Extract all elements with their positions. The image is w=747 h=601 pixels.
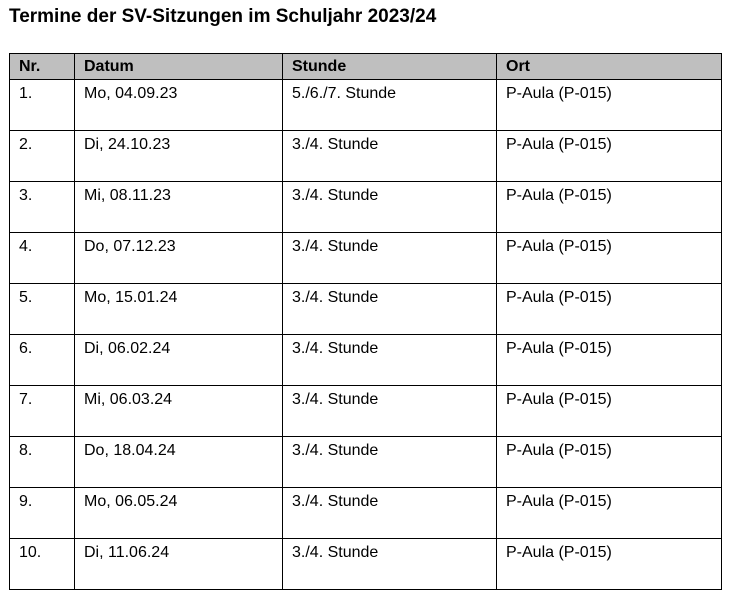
table-row: 8. Do, 18.04.24 3./4. Stunde P-Aula (P-0… <box>9 436 722 488</box>
cell-stunde: 5./6./7. Stunde <box>282 79 497 131</box>
cell-datum: Mo, 15.01.24 <box>74 283 283 335</box>
header-ort: Ort <box>496 53 722 80</box>
cell-nr: 10. <box>9 538 75 590</box>
cell-stunde: 3./4. Stunde <box>282 232 497 284</box>
table-row: 10. Di, 11.06.24 3./4. Stunde P-Aula (P-… <box>9 538 722 590</box>
cell-ort: P-Aula (P-015) <box>496 436 722 488</box>
cell-datum: Di, 11.06.24 <box>74 538 283 590</box>
header-stunde: Stunde <box>282 53 497 80</box>
table-row: 3. Mi, 08.11.23 3./4. Stunde P-Aula (P-0… <box>9 181 722 233</box>
cell-datum: Mo, 04.09.23 <box>74 79 283 131</box>
cell-stunde: 3./4. Stunde <box>282 283 497 335</box>
cell-datum: Do, 07.12.23 <box>74 232 283 284</box>
cell-nr: 6. <box>9 334 75 386</box>
cell-nr: 2. <box>9 130 75 182</box>
cell-ort: P-Aula (P-015) <box>496 181 722 233</box>
cell-stunde: 3./4. Stunde <box>282 334 497 386</box>
table-row: 5. Mo, 15.01.24 3./4. Stunde P-Aula (P-0… <box>9 283 722 335</box>
cell-nr: 1. <box>9 79 75 131</box>
cell-nr: 4. <box>9 232 75 284</box>
cell-nr: 8. <box>9 436 75 488</box>
cell-stunde: 3./4. Stunde <box>282 538 497 590</box>
cell-ort: P-Aula (P-015) <box>496 385 722 437</box>
cell-datum: Di, 06.02.24 <box>74 334 283 386</box>
cell-datum: Mi, 08.11.23 <box>74 181 283 233</box>
cell-nr: 9. <box>9 487 75 539</box>
cell-ort: P-Aula (P-015) <box>496 79 722 131</box>
table-row: 7. Mi, 06.03.24 3./4. Stunde P-Aula (P-0… <box>9 385 722 437</box>
cell-nr: 3. <box>9 181 75 233</box>
cell-datum: Di, 24.10.23 <box>74 130 283 182</box>
table-row: 6. Di, 06.02.24 3./4. Stunde P-Aula (P-0… <box>9 334 722 386</box>
cell-ort: P-Aula (P-015) <box>496 232 722 284</box>
document-title: Termine der SV-Sitzungen im Schuljahr 20… <box>9 6 437 27</box>
cell-ort: P-Aula (P-015) <box>496 283 722 335</box>
cell-ort: P-Aula (P-015) <box>496 130 722 182</box>
table-row: 1. Mo, 04.09.23 5./6./7. Stunde P-Aula (… <box>9 79 722 131</box>
cell-nr: 5. <box>9 283 75 335</box>
cell-stunde: 3./4. Stunde <box>282 487 497 539</box>
cell-stunde: 3./4. Stunde <box>282 385 497 437</box>
cell-stunde: 3./4. Stunde <box>282 181 497 233</box>
cell-datum: Do, 18.04.24 <box>74 436 283 488</box>
cell-stunde: 3./4. Stunde <box>282 130 497 182</box>
cell-nr: 7. <box>9 385 75 437</box>
table-row: 2. Di, 24.10.23 3./4. Stunde P-Aula (P-0… <box>9 130 722 182</box>
cell-ort: P-Aula (P-015) <box>496 487 722 539</box>
cell-stunde: 3./4. Stunde <box>282 436 497 488</box>
header-nr: Nr. <box>9 53 75 80</box>
schedule-table: Nr. Datum Stunde Ort 1. Mo, 04.09.23 5./… <box>9 53 722 590</box>
cell-ort: P-Aula (P-015) <box>496 538 722 590</box>
cell-ort: P-Aula (P-015) <box>496 334 722 386</box>
table-row: 9. Mo, 06.05.24 3./4. Stunde P-Aula (P-0… <box>9 487 722 539</box>
table-row: 4. Do, 07.12.23 3./4. Stunde P-Aula (P-0… <box>9 232 722 284</box>
table-header-row: Nr. Datum Stunde Ort <box>9 53 722 80</box>
cell-datum: Mo, 06.05.24 <box>74 487 283 539</box>
header-datum: Datum <box>74 53 283 80</box>
cell-datum: Mi, 06.03.24 <box>74 385 283 437</box>
